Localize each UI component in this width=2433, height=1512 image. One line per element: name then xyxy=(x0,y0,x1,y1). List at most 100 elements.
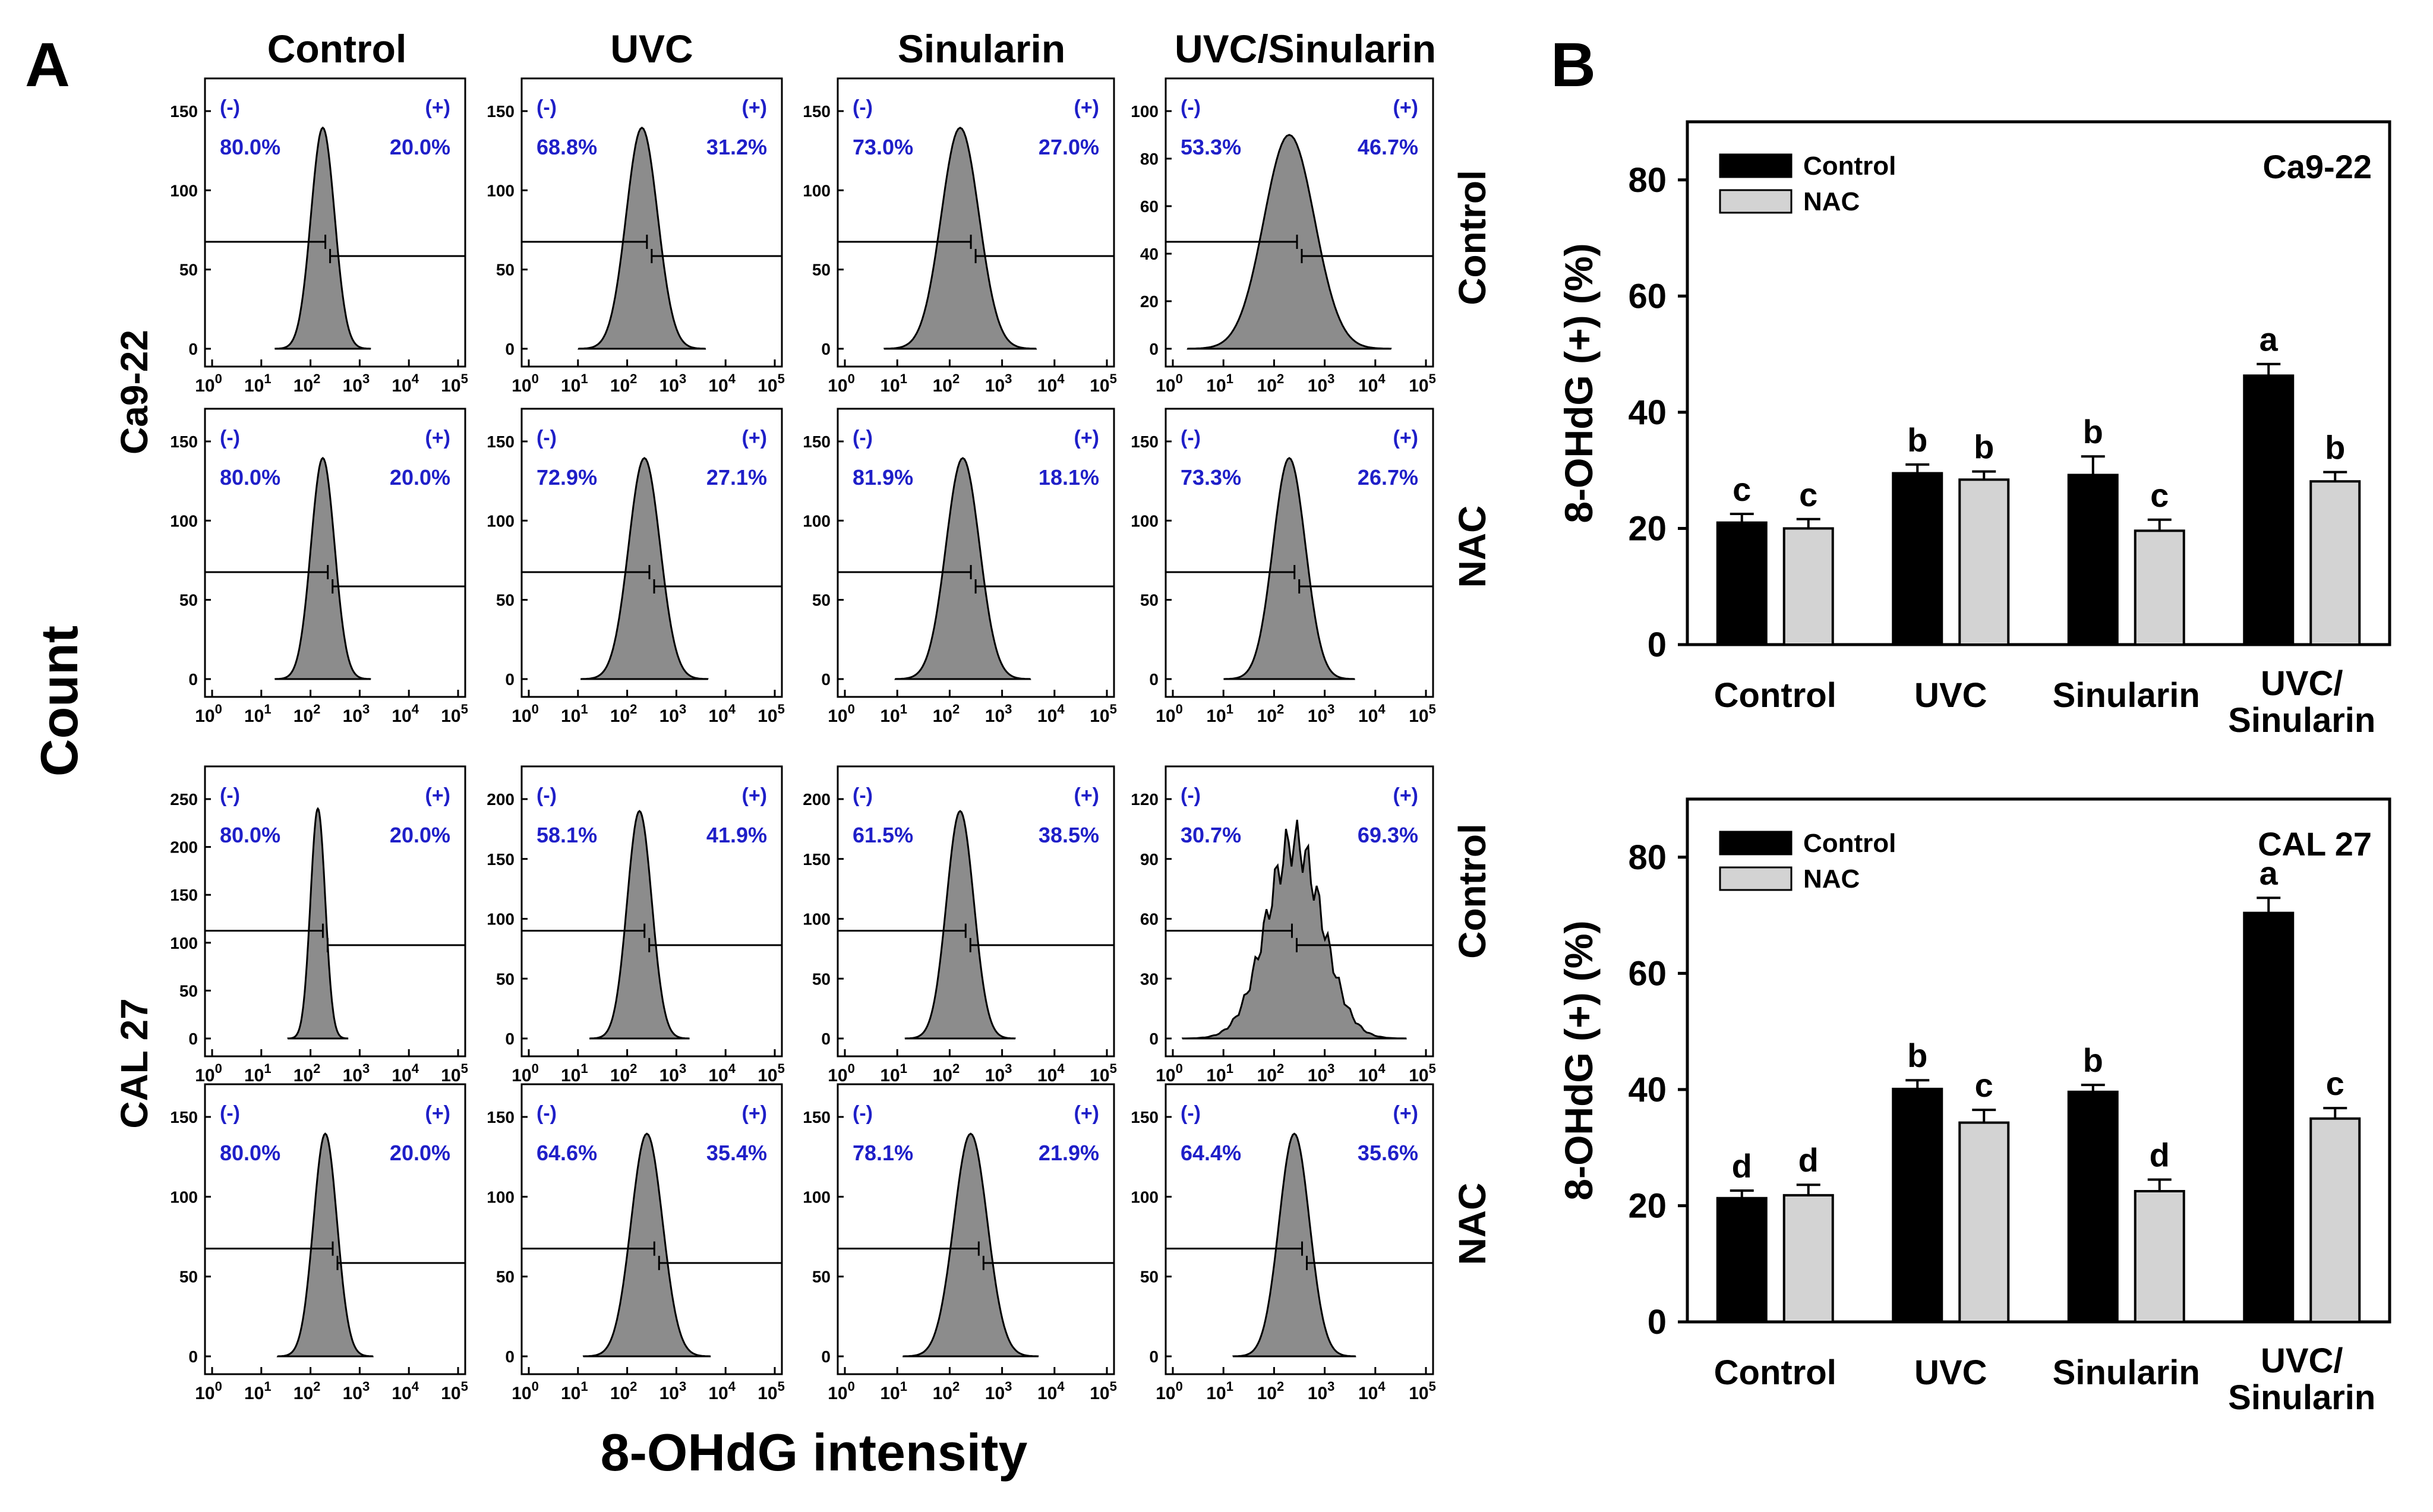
y-tick-label: 50 xyxy=(179,261,198,279)
y-tick-label: 60 xyxy=(1140,910,1159,929)
x-tick-exponent: 4 xyxy=(412,371,419,386)
negative-percent: 30.7% xyxy=(1181,823,1241,847)
row-label-cal27-control: Control xyxy=(1451,823,1494,959)
x-tick-label: 105 xyxy=(441,1379,468,1403)
x-tick-exponent: 1 xyxy=(1226,1379,1233,1394)
y-tick-label: 0 xyxy=(821,670,831,689)
bar-chart-1: 0 20 40 60 80 8-OHdG (+) (%) CAL 27 Control NAC d… xyxy=(1557,797,2391,1417)
x-tick-label: 104 xyxy=(392,702,419,726)
negative-percent: 80.0% xyxy=(220,823,280,847)
x-tick-label: 102 xyxy=(610,1379,638,1403)
negative-percent: 80.0% xyxy=(220,465,280,490)
significance-letter: c xyxy=(2150,476,2169,514)
gate-positive-label: (+) xyxy=(1393,1102,1419,1125)
histogram-frame xyxy=(520,765,783,1058)
x-tick-label: 101 xyxy=(561,1061,588,1085)
y-tick-label: 0 xyxy=(1149,340,1159,358)
x-tick-exponent: 5 xyxy=(461,371,468,386)
x-tick-label: 103 xyxy=(1308,702,1335,726)
x-tick-label: 100 xyxy=(512,371,539,396)
y-tick-label: 100 xyxy=(487,512,515,530)
x-tick-label: 105 xyxy=(758,1061,785,1085)
category-label: Control xyxy=(1714,676,1836,715)
x-tick-exponent: 3 xyxy=(1005,1379,1012,1394)
x-tick-label: 104 xyxy=(1358,371,1386,396)
x-tick-label: 102 xyxy=(610,371,638,396)
histogram-frame xyxy=(520,408,783,698)
x-tick-label: 103 xyxy=(659,1379,687,1403)
x-tick-label: 102 xyxy=(1257,1061,1285,1085)
significance-letter: c xyxy=(1733,471,1751,508)
x-tick-label: 100 xyxy=(828,702,855,726)
x-tick-label: 104 xyxy=(1358,702,1386,726)
x-tick-label: 100 xyxy=(195,1379,222,1403)
category-label: Sinularin xyxy=(2053,676,2200,715)
gate-positive-label: (+) xyxy=(425,427,451,449)
x-tick-exponent: 3 xyxy=(1005,1061,1012,1076)
x-tick-label: 103 xyxy=(985,1061,1012,1085)
x-tick-exponent: 2 xyxy=(1277,702,1284,716)
y-tick-label: 20 xyxy=(1628,1186,1667,1225)
positive-percent: 46.7% xyxy=(1358,135,1418,159)
x-tick-label: 105 xyxy=(1409,702,1436,726)
x-tick-label: 100 xyxy=(512,1061,539,1085)
gate-positive-label: (+) xyxy=(742,1102,768,1125)
x-tick-exponent: 1 xyxy=(900,1061,907,1076)
x-tick-exponent: 2 xyxy=(952,371,960,386)
gate-positive-label: (+) xyxy=(1393,784,1419,807)
y-tick-label: 100 xyxy=(170,181,198,200)
x-tick-label: 104 xyxy=(708,371,736,396)
x-tick-label: 102 xyxy=(933,1061,960,1085)
y-tick-label: 0 xyxy=(821,1030,831,1048)
x-tick-exponent: 1 xyxy=(1226,1061,1233,1076)
negative-percent: 78.1% xyxy=(853,1141,913,1165)
x-tick-exponent: 0 xyxy=(1176,1379,1183,1394)
x-tick-label: 100 xyxy=(828,1061,855,1085)
panel-a-label: A xyxy=(25,30,70,100)
x-tick-exponent: 2 xyxy=(952,702,960,716)
histogram-curve xyxy=(904,810,1016,1040)
x-tick-exponent: 1 xyxy=(900,702,907,716)
legend-label: NAC xyxy=(1803,864,1860,894)
x-tick-exponent: 3 xyxy=(362,702,370,716)
positive-percent: 38.5% xyxy=(1039,823,1099,847)
y-tick-label: 150 xyxy=(803,102,831,121)
y-tick-label: 150 xyxy=(170,102,198,121)
gate-positive-label: (+) xyxy=(1074,784,1100,807)
x-tick-exponent: 5 xyxy=(1110,702,1117,716)
gate-negative-label: (-) xyxy=(220,784,240,807)
bar-control xyxy=(1892,472,1943,646)
x-tick-label: 101 xyxy=(244,1379,272,1403)
x-tick-exponent: 2 xyxy=(630,1061,637,1076)
plot-frame xyxy=(1686,797,2391,1324)
x-tick-exponent: 3 xyxy=(1327,371,1334,386)
count-axis-label: Count xyxy=(30,626,89,776)
y-tick-label: 80 xyxy=(1140,150,1159,168)
y-tick-label: 200 xyxy=(803,790,831,809)
col-header-uvc-sinularin: UVC/Sinularin xyxy=(1175,27,1436,71)
x-tick-label: 104 xyxy=(392,371,419,396)
gate-positive-label: (+) xyxy=(1393,96,1419,119)
x-tick-exponent: 3 xyxy=(1327,1379,1334,1394)
x-tick-label: 102 xyxy=(294,371,321,396)
x-tick-label: 101 xyxy=(1206,371,1233,396)
col-header-control: Control xyxy=(267,27,407,71)
gate-positive-label: (+) xyxy=(425,1102,451,1125)
bar-nac xyxy=(2309,480,2361,646)
gate-negative-label: (-) xyxy=(853,96,873,119)
negative-percent: 58.1% xyxy=(537,823,597,847)
significance-letter: b xyxy=(1907,1037,1927,1074)
x-tick-label: 100 xyxy=(828,1379,855,1403)
gate-negative-label: (-) xyxy=(1181,96,1201,119)
y-tick-label: 150 xyxy=(1131,1108,1159,1126)
x-tick-exponent: 1 xyxy=(580,1061,588,1076)
x-tick-exponent: 1 xyxy=(264,1379,271,1394)
y-tick-label: 40 xyxy=(1628,393,1667,432)
y-tick-label: 60 xyxy=(1140,197,1159,216)
gate-negative-label: (-) xyxy=(537,96,557,119)
x-tick-label: 102 xyxy=(294,1061,321,1085)
gate-positive-label: (+) xyxy=(1074,427,1100,449)
x-tick-label: 101 xyxy=(880,1061,907,1085)
x-tick-label: 100 xyxy=(512,702,539,726)
